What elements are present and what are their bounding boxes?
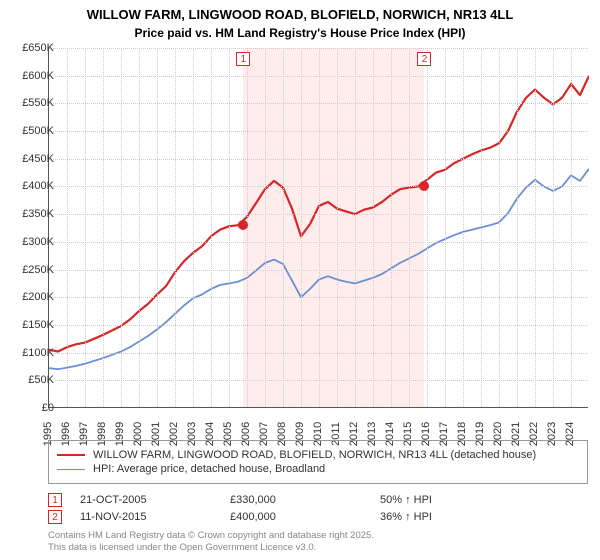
legend-row-series1: WILLOW FARM, LINGWOOD ROAD, BLOFIELD, NO… — [57, 449, 579, 461]
legend-label-2: HPI: Average price, detached house, Broa… — [93, 463, 325, 475]
sale-marker-label-2: 2 — [417, 52, 431, 66]
y-tick-label: £250K — [8, 264, 54, 276]
y-tick-label: £350K — [8, 208, 54, 220]
sales-table: 1 21-OCT-2005 £330,000 50% ↑ HPI 2 11-NO… — [48, 490, 588, 527]
footer-attribution: Contains HM Land Registry data © Crown c… — [48, 530, 588, 554]
title-line2: Price paid vs. HM Land Registry's House … — [135, 26, 466, 40]
y-tick-label: £550K — [8, 97, 54, 109]
sale-price-1: £330,000 — [230, 494, 380, 506]
y-tick-label: £150K — [8, 319, 54, 331]
sale-vs-hpi-2: 36% ↑ HPI — [380, 511, 530, 523]
y-tick-label: £500K — [8, 125, 54, 137]
sale-index-1: 1 — [48, 493, 62, 507]
table-row: 1 21-OCT-2005 £330,000 50% ↑ HPI — [48, 493, 588, 507]
legend-swatch-2 — [57, 469, 85, 470]
table-row: 2 11-NOV-2015 £400,000 36% ↑ HPI — [48, 510, 588, 524]
y-tick-label: £100K — [8, 347, 54, 359]
sale-date-1: 21-OCT-2005 — [80, 494, 230, 506]
sale-index-2: 2 — [48, 510, 62, 524]
legend: WILLOW FARM, LINGWOOD ROAD, BLOFIELD, NO… — [48, 440, 588, 484]
sale-price-2: £400,000 — [230, 511, 380, 523]
y-tick-label: £450K — [8, 153, 54, 165]
footer-line1: Contains HM Land Registry data © Crown c… — [48, 530, 374, 541]
legend-swatch-1 — [57, 454, 85, 456]
y-tick-label: £650K — [8, 42, 54, 54]
sale-marker-label-1: 1 — [236, 52, 250, 66]
y-tick-label: £300K — [8, 236, 54, 248]
sale-marker-1 — [238, 220, 248, 230]
sale-vs-hpi-1: 50% ↑ HPI — [380, 494, 530, 506]
y-tick-label: £400K — [8, 180, 54, 192]
legend-row-series2: HPI: Average price, detached house, Broa… — [57, 463, 579, 475]
y-tick-label: £0 — [8, 402, 54, 414]
plot-area: 12 — [48, 48, 588, 408]
chart-title: WILLOW FARM, LINGWOOD ROAD, BLOFIELD, NO… — [0, 0, 600, 41]
sale-marker-2 — [419, 181, 429, 191]
y-tick-label: £200K — [8, 291, 54, 303]
legend-label-1: WILLOW FARM, LINGWOOD ROAD, BLOFIELD, NO… — [93, 449, 536, 461]
footer-line2: This data is licensed under the Open Gov… — [48, 542, 316, 553]
y-tick-label: £600K — [8, 70, 54, 82]
y-tick-label: £50K — [8, 374, 54, 386]
title-line1: WILLOW FARM, LINGWOOD ROAD, BLOFIELD, NO… — [87, 7, 514, 22]
chart-container: WILLOW FARM, LINGWOOD ROAD, BLOFIELD, NO… — [0, 0, 600, 560]
sale-date-2: 11-NOV-2015 — [80, 511, 230, 523]
